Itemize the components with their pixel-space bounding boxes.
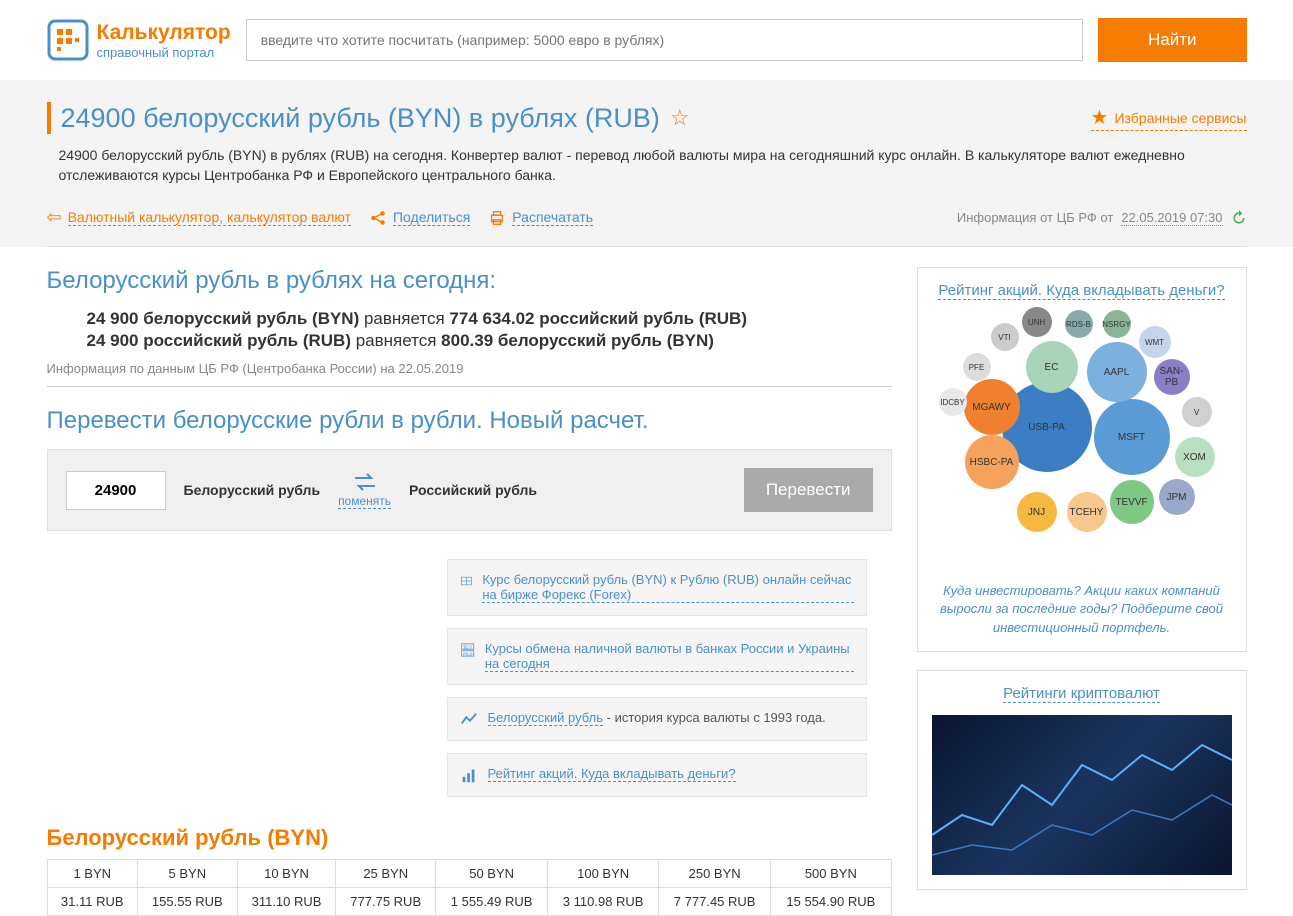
favorite-star-icon[interactable]: ☆: [670, 105, 690, 131]
related-links: Курс белорусский рубль (BYN) к Рублю (RU…: [447, 559, 892, 797]
table-cell[interactable]: 1 BYN: [47, 860, 137, 888]
logo-subtitle: справочный портал: [97, 45, 231, 60]
table-cell[interactable]: 7 777.45 RUB: [659, 888, 771, 916]
share-icon: [369, 209, 387, 227]
bubble[interactable]: IDCBY: [939, 388, 967, 416]
rating-icon: [460, 766, 478, 784]
page-title: 24900 белорусский рубль (BYN) в рублях (…: [61, 103, 660, 134]
search-input[interactable]: [246, 19, 1083, 61]
amount-input[interactable]: [66, 471, 166, 510]
table-cell[interactable]: 100 BYN: [548, 860, 659, 888]
svg-text:$2.0: $2.0: [463, 645, 472, 650]
chart-icon: [460, 710, 478, 728]
svg-text:P6.0: P6.0: [463, 652, 473, 657]
crypto-widget-title[interactable]: Рейтинги криптовалют: [1003, 685, 1160, 703]
from-currency-label: Белорусский рубль: [184, 482, 321, 498]
table-cell[interactable]: 155.55 RUB: [137, 888, 237, 916]
print-link[interactable]: Распечатать: [512, 209, 593, 226]
bubble[interactable]: V: [1182, 397, 1212, 427]
print-icon: [488, 209, 506, 227]
conversion-result-1: 24 900 белорусский рубль (BYN) равняется…: [87, 309, 892, 329]
table-cell[interactable]: 500 BYN: [771, 860, 891, 888]
table-cell[interactable]: 311.10 RUB: [237, 888, 336, 916]
bubble[interactable]: JNJ: [1017, 492, 1057, 532]
rate-table: 1 BYN5 BYN10 BYN25 BYN50 BYN100 BYN250 B…: [47, 859, 892, 916]
link-item[interactable]: Курс белорусский рубль (BYN) к Рублю (RU…: [447, 559, 867, 616]
bubble[interactable]: RDS-B: [1065, 310, 1093, 338]
table-cell[interactable]: 10 BYN: [237, 860, 336, 888]
table-cell[interactable]: 777.75 RUB: [336, 888, 436, 916]
section-convert-title: Перевести белорусские рубли в рубли. Нов…: [47, 407, 892, 435]
link-item[interactable]: Белорусский рубль - история курса валюты…: [447, 697, 867, 741]
bubble[interactable]: VTI: [991, 323, 1019, 351]
logo-icon: [47, 19, 89, 61]
table-cell[interactable]: 25 BYN: [336, 860, 436, 888]
share-link[interactable]: Поделиться: [393, 209, 470, 226]
bubble[interactable]: HSBC-PA: [965, 435, 1019, 489]
stocks-widget: Рейтинг акций. Куда вкладывать деньги? U…: [917, 267, 1247, 652]
back-arrow-icon: ⇦: [47, 207, 62, 228]
refresh-icon[interactable]: [1231, 210, 1247, 226]
info-date: Информация от ЦБ РФ от 22.05.2019 07:30: [957, 210, 1247, 226]
page-description: 24900 белорусский рубль (BYN) в рублях (…: [47, 144, 1247, 199]
link-item[interactable]: Рейтинг акций. Куда вкладывать деньги?: [447, 753, 867, 797]
bubble[interactable]: WMT: [1139, 326, 1171, 358]
stocks-widget-caption: Куда инвестировать? Акции каких компаний…: [932, 582, 1232, 637]
grid-icon: [460, 572, 473, 590]
logo-title: Калькулятор: [97, 21, 231, 45]
crypto-widget: Рейтинги криптовалют: [917, 670, 1247, 890]
swap-button[interactable]: поменять: [338, 472, 391, 509]
table-cell[interactable]: 31.11 RUB: [47, 888, 137, 916]
favorites-link[interactable]: ★ Избранные сервисы: [1091, 105, 1247, 131]
bubble[interactable]: NSRGY: [1103, 310, 1131, 338]
title-accent: [47, 102, 51, 134]
converter-box: Белорусский рубль поменять Российский ру…: [47, 449, 892, 531]
bubble[interactable]: MGAWY: [964, 379, 1020, 435]
stocks-widget-title[interactable]: Рейтинг акций. Куда вкладывать деньги?: [938, 282, 1224, 300]
table-title: Белорусский рубль (BYN): [47, 825, 892, 851]
find-button[interactable]: Найти: [1098, 18, 1247, 62]
conversion-result-2: 24 900 российский рубль (RUB) равняется …: [87, 331, 892, 351]
star-icon: ★: [1091, 105, 1109, 130]
table-cell[interactable]: 250 BYN: [659, 860, 771, 888]
bubble-chart[interactable]: USB-PAMSFTAAPLMGAWYHSBC-PAECTEVVFTCEHYJN…: [937, 312, 1227, 572]
table-cell[interactable]: 1 555.49 RUB: [436, 888, 548, 916]
bubble[interactable]: UNH: [1022, 307, 1052, 337]
calculator-link[interactable]: Валютный калькулятор, калькулятор валют: [68, 209, 351, 226]
crypto-chart-image: [932, 715, 1232, 875]
table-cell[interactable]: 15 554.90 RUB: [771, 888, 891, 916]
convert-button[interactable]: Перевести: [744, 468, 873, 512]
bubble[interactable]: XOM: [1175, 437, 1215, 477]
bubble[interactable]: PFE: [963, 353, 991, 381]
logo[interactable]: Калькулятор справочный портал: [47, 19, 231, 61]
bubble[interactable]: TEVVF: [1110, 480, 1154, 524]
to-currency-label: Российский рубль: [409, 482, 537, 498]
bubble[interactable]: MSFT: [1094, 399, 1170, 475]
table-cell[interactable]: 5 BYN: [137, 860, 237, 888]
bubble[interactable]: AAPL: [1087, 342, 1147, 402]
rate-icon: $2.0 P6.0: [460, 641, 475, 659]
link-item[interactable]: $2.0P6.0 Курсы обмена наличной валюты в …: [447, 628, 867, 685]
bubble[interactable]: EC: [1026, 341, 1078, 393]
conversion-note: Информация по данным ЦБ РФ (Центробанка …: [47, 361, 892, 387]
table-cell[interactable]: 50 BYN: [436, 860, 548, 888]
table-cell[interactable]: 3 110.98 RUB: [548, 888, 659, 916]
bubble[interactable]: JPM: [1159, 479, 1195, 515]
bubble[interactable]: TCEHY: [1067, 492, 1107, 532]
section-today-title: Белорусский рубль в рублях на сегодня:: [47, 267, 892, 295]
bubble[interactable]: SAN-PB: [1154, 359, 1190, 395]
swap-icon: [353, 472, 377, 492]
